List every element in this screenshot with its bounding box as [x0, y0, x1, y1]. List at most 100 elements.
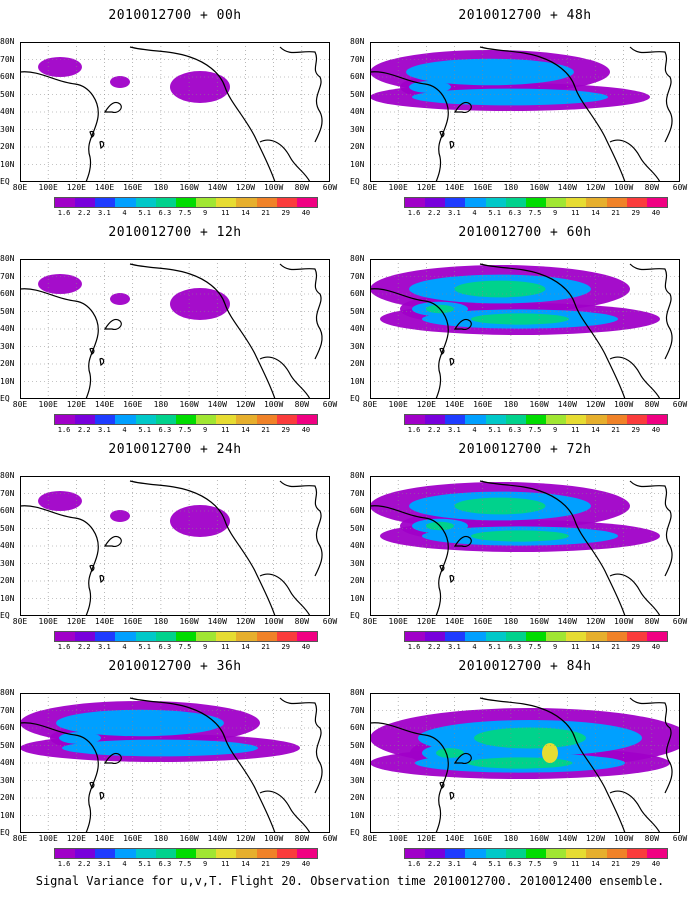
- colorbar-swatch: [626, 632, 647, 641]
- colorbar-label: 6.3: [158, 426, 172, 434]
- latitude-label: EQ: [0, 828, 10, 837]
- longitude-label: 120E: [66, 400, 86, 409]
- longitude-label: 160E: [473, 617, 493, 626]
- coastline: [449, 357, 455, 366]
- coastline: [129, 480, 276, 616]
- longitude-label: 60W: [322, 834, 338, 843]
- colorbar-swatch: [485, 849, 506, 858]
- colorbar-swatch: [485, 415, 506, 424]
- colorbar-label: 9: [553, 426, 558, 434]
- latitude-label: 50N: [0, 89, 15, 99]
- colorbar-label: 40: [651, 426, 661, 434]
- longitude-label: 160W: [179, 834, 199, 843]
- colorbar-label: 9: [553, 643, 558, 651]
- longitude-label: 120E: [416, 834, 436, 843]
- colorbar-label: 3.1: [448, 860, 461, 868]
- colorbar-label: 5.1: [138, 426, 152, 434]
- map-frame: [370, 476, 680, 616]
- latitude-label: EQ: [350, 394, 360, 403]
- map-panel: 2010012700 + 84h 80N 70N 60N 50N 40N 30N 20N 10N…: [350, 651, 700, 868]
- longitude-label: 160W: [529, 183, 549, 192]
- coastline: [453, 318, 472, 330]
- colorbar-label: 29: [631, 426, 640, 434]
- longitude-label: 100W: [613, 617, 634, 626]
- latitude-label: 70N: [350, 271, 365, 281]
- variance-region: [170, 505, 230, 537]
- colorbar-swatch: [405, 198, 426, 207]
- colorbar-swatch: [95, 198, 116, 207]
- colorbar-label: 21: [261, 426, 270, 434]
- colorbar-swatch: [175, 632, 197, 641]
- variance-region: [170, 71, 230, 103]
- colorbar-swatch: [525, 198, 547, 207]
- coastline: [453, 535, 472, 547]
- longitude-label: 60W: [322, 183, 338, 192]
- colorbar-label: 2.2: [77, 643, 91, 651]
- longitude-label: 120E: [66, 617, 86, 626]
- longitude-label: 140W: [557, 617, 577, 626]
- longitude-label: 160E: [473, 183, 493, 192]
- colorbar-label: 7.5: [528, 860, 542, 868]
- longitude-label: 60W: [672, 617, 688, 626]
- longitude-label: 120E: [416, 400, 436, 409]
- map-frame: [370, 259, 680, 399]
- colorbar-swatch: [135, 198, 156, 207]
- longitude-label: 140W: [557, 183, 577, 192]
- coastline: [259, 139, 311, 182]
- variance-region: [170, 288, 230, 320]
- longitude-label: 120E: [416, 617, 436, 626]
- coastline: [453, 752, 472, 764]
- coastline: [629, 263, 673, 360]
- colorbar-swatch: [276, 198, 297, 207]
- map-frame: [370, 42, 680, 182]
- longitude-label: 120W: [585, 834, 606, 843]
- colorbar-label: 6.3: [508, 209, 522, 217]
- colorbar-label: 40: [651, 209, 661, 217]
- longitude-label: 80W: [644, 617, 660, 626]
- panel-title: 2010012700 + 60h: [458, 225, 592, 240]
- coastline: [629, 46, 673, 143]
- coastline: [20, 505, 99, 616]
- latitude-label: 40N: [0, 541, 15, 550]
- coastline: [259, 573, 311, 616]
- coastline: [259, 356, 311, 399]
- panel-title: 2010012700 + 84h: [458, 659, 592, 674]
- colorbar-label: 21: [261, 209, 270, 217]
- latitude-label: 60N: [0, 506, 15, 515]
- coastline: [370, 288, 449, 399]
- variance-map: [370, 42, 680, 182]
- colorbar-swatch: [546, 415, 567, 424]
- colorbar-label: 1.6: [57, 860, 71, 868]
- colorbar-swatch: [606, 632, 627, 641]
- colorbar: [404, 631, 668, 642]
- colorbar-swatch: [586, 849, 607, 858]
- colorbar-label: 5.1: [488, 643, 502, 651]
- colorbar-label: 2.2: [427, 209, 441, 217]
- latitude-label: EQ: [0, 177, 10, 186]
- latitude-label: 60N: [0, 723, 15, 732]
- latitude-label: 20N: [350, 142, 365, 151]
- latitude-label: 70N: [0, 705, 15, 715]
- latitude-label: 40N: [350, 107, 365, 116]
- colorbar-label: 2.2: [77, 426, 91, 434]
- colorbar: [54, 197, 318, 208]
- colorbar-swatch: [155, 415, 176, 424]
- latitude-label: 50N: [0, 523, 15, 533]
- colorbar-label: 14: [241, 860, 250, 868]
- colorbar: [404, 414, 668, 425]
- colorbar-swatch: [95, 415, 116, 424]
- coastline: [453, 101, 472, 113]
- latitude-label: 10N: [350, 593, 365, 603]
- colorbar-label: 14: [591, 860, 600, 868]
- longitude-label: 100E: [388, 400, 408, 409]
- longitude-label: 180: [153, 617, 169, 626]
- colorbar-label: 7.5: [178, 209, 192, 217]
- colorbar-swatch: [196, 849, 217, 858]
- colorbar-label: 4: [472, 209, 477, 217]
- longitude-label: 160E: [123, 834, 143, 843]
- colorbar-label: 1.6: [407, 209, 421, 217]
- colorbar-swatch: [485, 198, 506, 207]
- colorbar-label: 21: [261, 860, 270, 868]
- colorbar-label: 29: [281, 426, 290, 434]
- longitude-label: 140W: [207, 834, 227, 843]
